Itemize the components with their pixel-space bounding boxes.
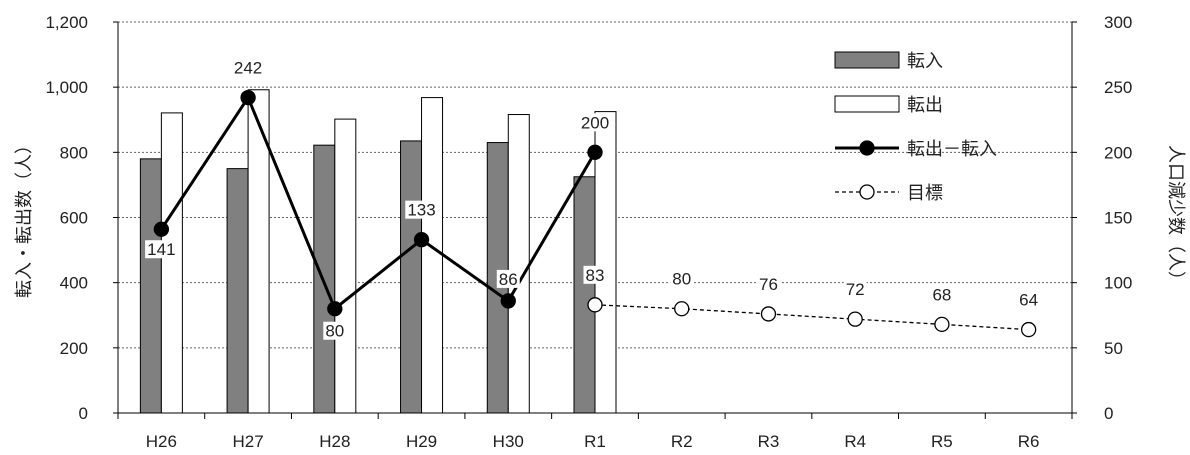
data-label-目標-R5: 68 (932, 285, 951, 304)
x-tick-label: R2 (671, 432, 693, 451)
y2-tick-label: 50 (1104, 339, 1123, 358)
data-labels: 141 242 80 133 86 200 83 80 76 72 68 64 (145, 58, 1041, 341)
data-label-bg (756, 274, 780, 293)
data-label-bg (670, 269, 694, 288)
y-tick-label: 1,200 (45, 13, 88, 32)
bar-転出-H26 (160, 112, 183, 414)
data-label-bg (145, 240, 178, 259)
bar-転出-H28 (334, 118, 357, 414)
tick-labels: H26 H27 H28 H29 H30 R1 R2 R3 R4 R5 R60200400600800… (45, 13, 1132, 451)
y2-tick-label: 150 (1104, 209, 1132, 228)
y-tick-label: 400 (60, 274, 88, 293)
y2-tick-label: 100 (1104, 274, 1132, 293)
point-目標-R2 (674, 301, 690, 317)
x-tick-label: H29 (406, 432, 437, 451)
x-tick-label: R5 (931, 432, 953, 451)
y-tick-label: 600 (60, 209, 88, 228)
legend-label-目標: 目標 (907, 183, 943, 203)
data-label-bg (323, 321, 347, 340)
point-転出－転入-H30 (500, 293, 516, 309)
point-転出－転入-R1 (587, 144, 603, 160)
axis-titles: 転入・転出数（人） 人口減少数（人） (14, 136, 1186, 298)
data-label-目標-R3: 76 (759, 275, 778, 294)
y-tick-label: 800 (60, 143, 88, 162)
data-label-転出－転入-H28: 80 (325, 322, 344, 341)
x-tick-label: R4 (844, 432, 866, 451)
data-label-bg (405, 200, 438, 219)
x-tick-label: H26 (146, 432, 177, 451)
point-転出－転入-H28 (327, 301, 343, 317)
data-label-目標-R6: 64 (1019, 291, 1038, 310)
legend-label-転入: 転入 (907, 51, 943, 71)
y-tick-label: 200 (60, 339, 88, 358)
line-series (153, 89, 1037, 338)
point-転出－転入-H26 (153, 221, 170, 237)
legend-swatch-転出 (834, 95, 900, 113)
legend-label-転出: 転出 (907, 95, 943, 115)
bar-転入-H27 (226, 168, 249, 414)
data-label-bg (496, 269, 520, 288)
bar-転入-H26 (139, 158, 162, 414)
x-tick-label: H27 (232, 432, 263, 451)
x-tick-label: R1 (584, 432, 606, 451)
y-tick-label: 1,000 (45, 78, 88, 97)
data-label-目標-R4: 72 (846, 280, 865, 299)
bar-転出-H29 (421, 97, 444, 414)
y2-axis-title: 人口減少数（人） (1166, 145, 1186, 289)
data-label-転出－転入-H29: 133 (407, 201, 435, 220)
data-label-bg (231, 58, 265, 77)
point-目標-R5 (934, 316, 950, 333)
data-label-転出－転入-H30: 86 (499, 270, 518, 289)
y2-tick-label: 0 (1104, 404, 1113, 423)
bar-転入-R1 (573, 176, 596, 414)
point-目標-R3 (760, 306, 777, 322)
axes (113, 21, 1077, 419)
data-label-bg (930, 285, 954, 304)
y-axis-title: 転入・転出数（人） (14, 136, 34, 298)
legend-label-転出－転入: 転出－転入 (907, 139, 997, 159)
x-tick-label: H28 (319, 432, 350, 451)
data-label-転出－転入-H27: 242 (234, 59, 262, 78)
data-label-目標-R1: 83 (586, 266, 605, 285)
point-転出－転入-H29 (413, 232, 430, 248)
x-tick-label: R3 (758, 432, 780, 451)
data-label-目標-R2: 80 (672, 270, 691, 289)
x-tick-label: H30 (493, 432, 524, 451)
y2-tick-label: 300 (1104, 13, 1132, 32)
line-転出－転入 (160, 94, 597, 312)
point-目標-R1 (587, 297, 603, 313)
x-tick-label: R6 (1018, 432, 1040, 451)
bar-転入-H29 (400, 140, 423, 414)
legend-marker-目標 (859, 184, 875, 200)
data-label-bg (843, 280, 867, 299)
data-label-bg (578, 113, 612, 132)
data-label-bg (1017, 290, 1041, 309)
point-目標-R6 (1020, 321, 1037, 338)
point-転出－転入-H27 (240, 89, 256, 106)
bar-転入-H28 (313, 144, 336, 414)
legend-swatch-転入 (834, 51, 900, 69)
bar-転出-H30 (507, 114, 530, 414)
y2-tick-label: 250 (1104, 78, 1132, 97)
legend-marker-転出－転入 (859, 140, 875, 156)
y2-tick-label: 200 (1104, 143, 1132, 162)
point-目標-R4 (847, 311, 863, 327)
data-label-bg (583, 265, 607, 284)
data-label-転出－転入-R1: 200 (581, 113, 609, 132)
bar-series (139, 89, 617, 414)
y-tick-label: 0 (79, 404, 88, 423)
data-label-転出－転入-H26: 141 (147, 240, 175, 259)
line-目標 (594, 304, 1029, 331)
